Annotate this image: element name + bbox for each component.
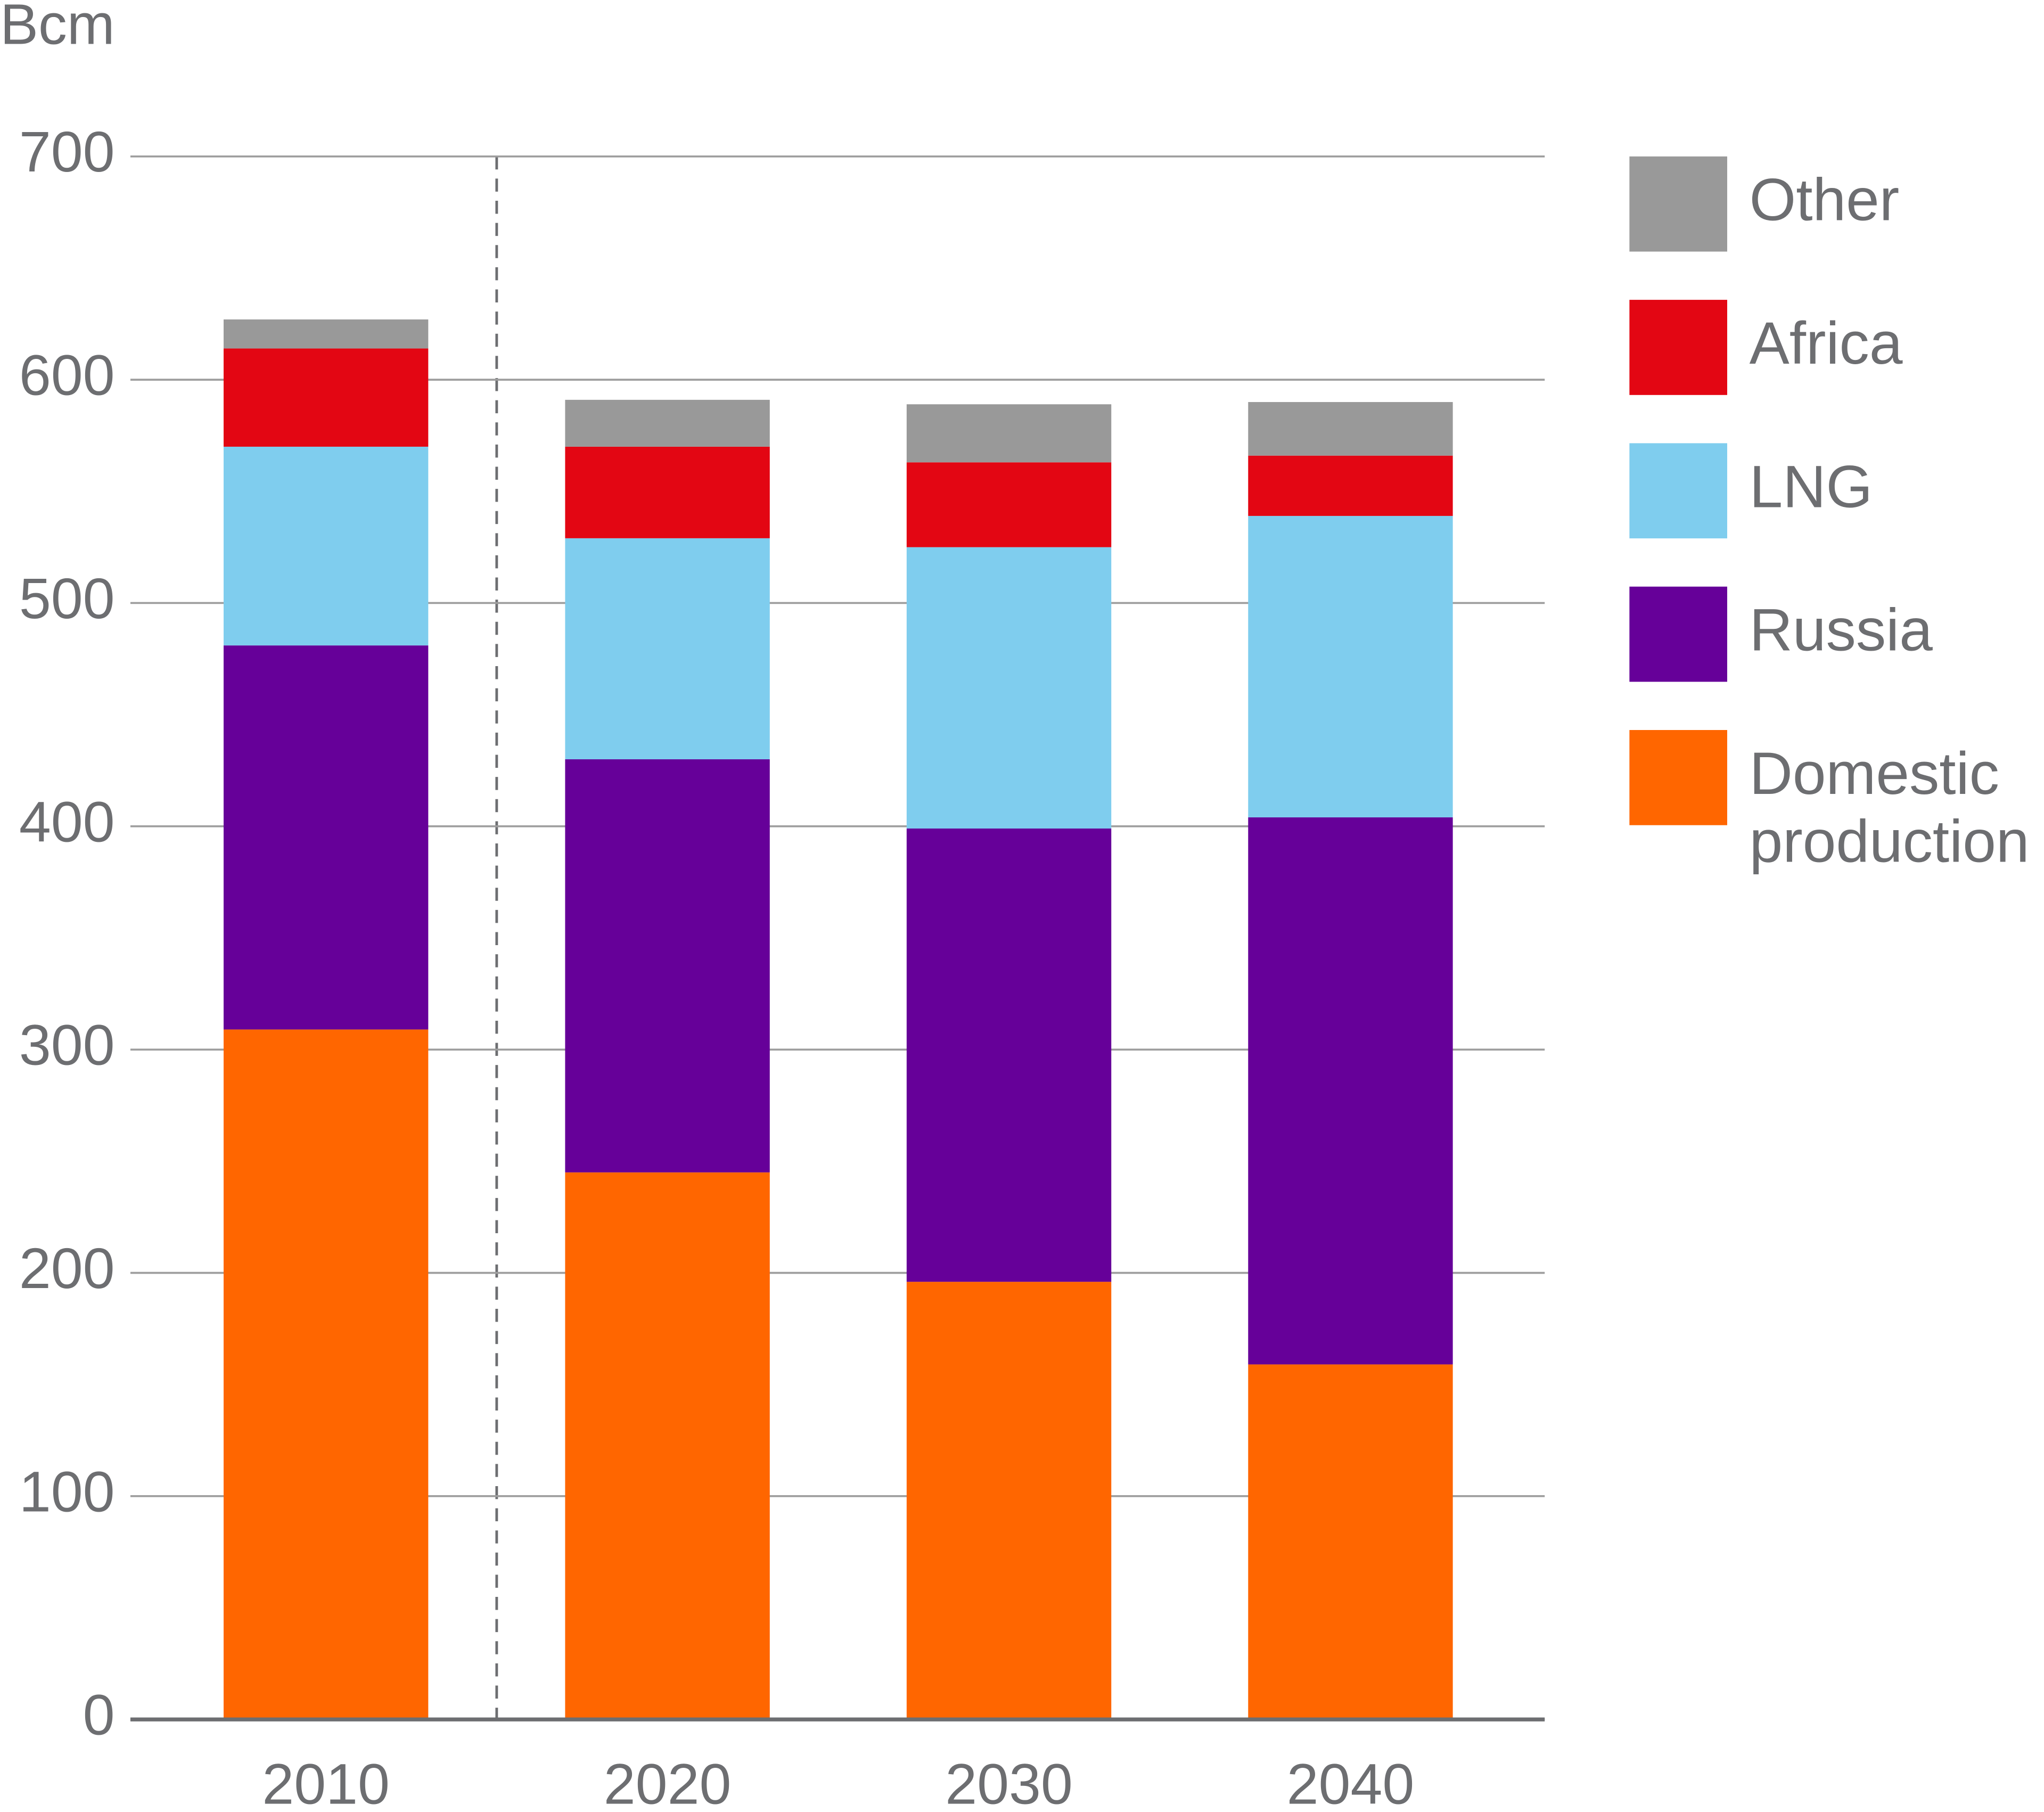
x-tick-label: 2010 — [262, 1751, 390, 1812]
legend-label-box: Africa — [1749, 310, 1903, 377]
bar-segment — [223, 446, 429, 646]
x-tick-label: 2020 — [604, 1751, 732, 1812]
y-tick-label: 300 — [19, 1013, 115, 1077]
x-tick-label: 2040 — [1287, 1751, 1415, 1812]
bar-segment — [565, 538, 770, 760]
y-tick-label: 600 — [19, 343, 115, 407]
bar-segment — [565, 759, 770, 1173]
bar-segment — [1248, 455, 1453, 516]
bar-segment — [223, 645, 429, 1030]
y-tick-label: 0 — [83, 1683, 115, 1747]
y-tick-label: 700 — [19, 119, 115, 184]
y-axis-label: Bcm — [0, 0, 114, 56]
bar-segment — [906, 1282, 1112, 1720]
legend-label-box: Other — [1749, 167, 1900, 234]
y-tick-label: 200 — [19, 1236, 115, 1300]
y-tick-label: 400 — [19, 789, 115, 854]
y-tick-label: 100 — [19, 1459, 115, 1523]
x-tick-label: 2030 — [945, 1751, 1073, 1812]
legend-label: Africa — [1749, 310, 1903, 377]
bar-segment — [906, 404, 1112, 463]
bar-segment — [1248, 1364, 1453, 1720]
legend-label: LNG — [1749, 453, 1873, 520]
bar-segment — [565, 446, 770, 538]
bar-segment — [906, 462, 1112, 547]
legend-label-box: LNG — [1749, 453, 1873, 520]
bar-segment — [906, 829, 1112, 1282]
bar-segment — [1248, 817, 1453, 1365]
legend-label: Russia — [1749, 597, 1933, 664]
legend-swatch — [1629, 443, 1727, 539]
bar-segment — [565, 399, 770, 447]
bar-segment — [906, 547, 1112, 829]
bar-segment — [223, 1029, 429, 1720]
legend-label: Domestic production — [1749, 740, 2030, 874]
bar-segment — [223, 319, 429, 349]
legend-label-box: Domestic production — [1749, 740, 2030, 874]
bar-segment — [565, 1172, 770, 1720]
legend-label: Other — [1749, 167, 1900, 234]
y-tick-label: 500 — [19, 566, 115, 630]
legend-swatch — [1629, 586, 1727, 682]
bar-segment — [223, 348, 429, 447]
legend-swatch — [1629, 300, 1727, 395]
bar-segment — [1248, 402, 1453, 456]
legend-swatch — [1629, 729, 1727, 825]
legend-swatch — [1629, 156, 1727, 252]
legend-label-box: Russia — [1749, 597, 1933, 664]
bar-segment — [1248, 515, 1453, 818]
